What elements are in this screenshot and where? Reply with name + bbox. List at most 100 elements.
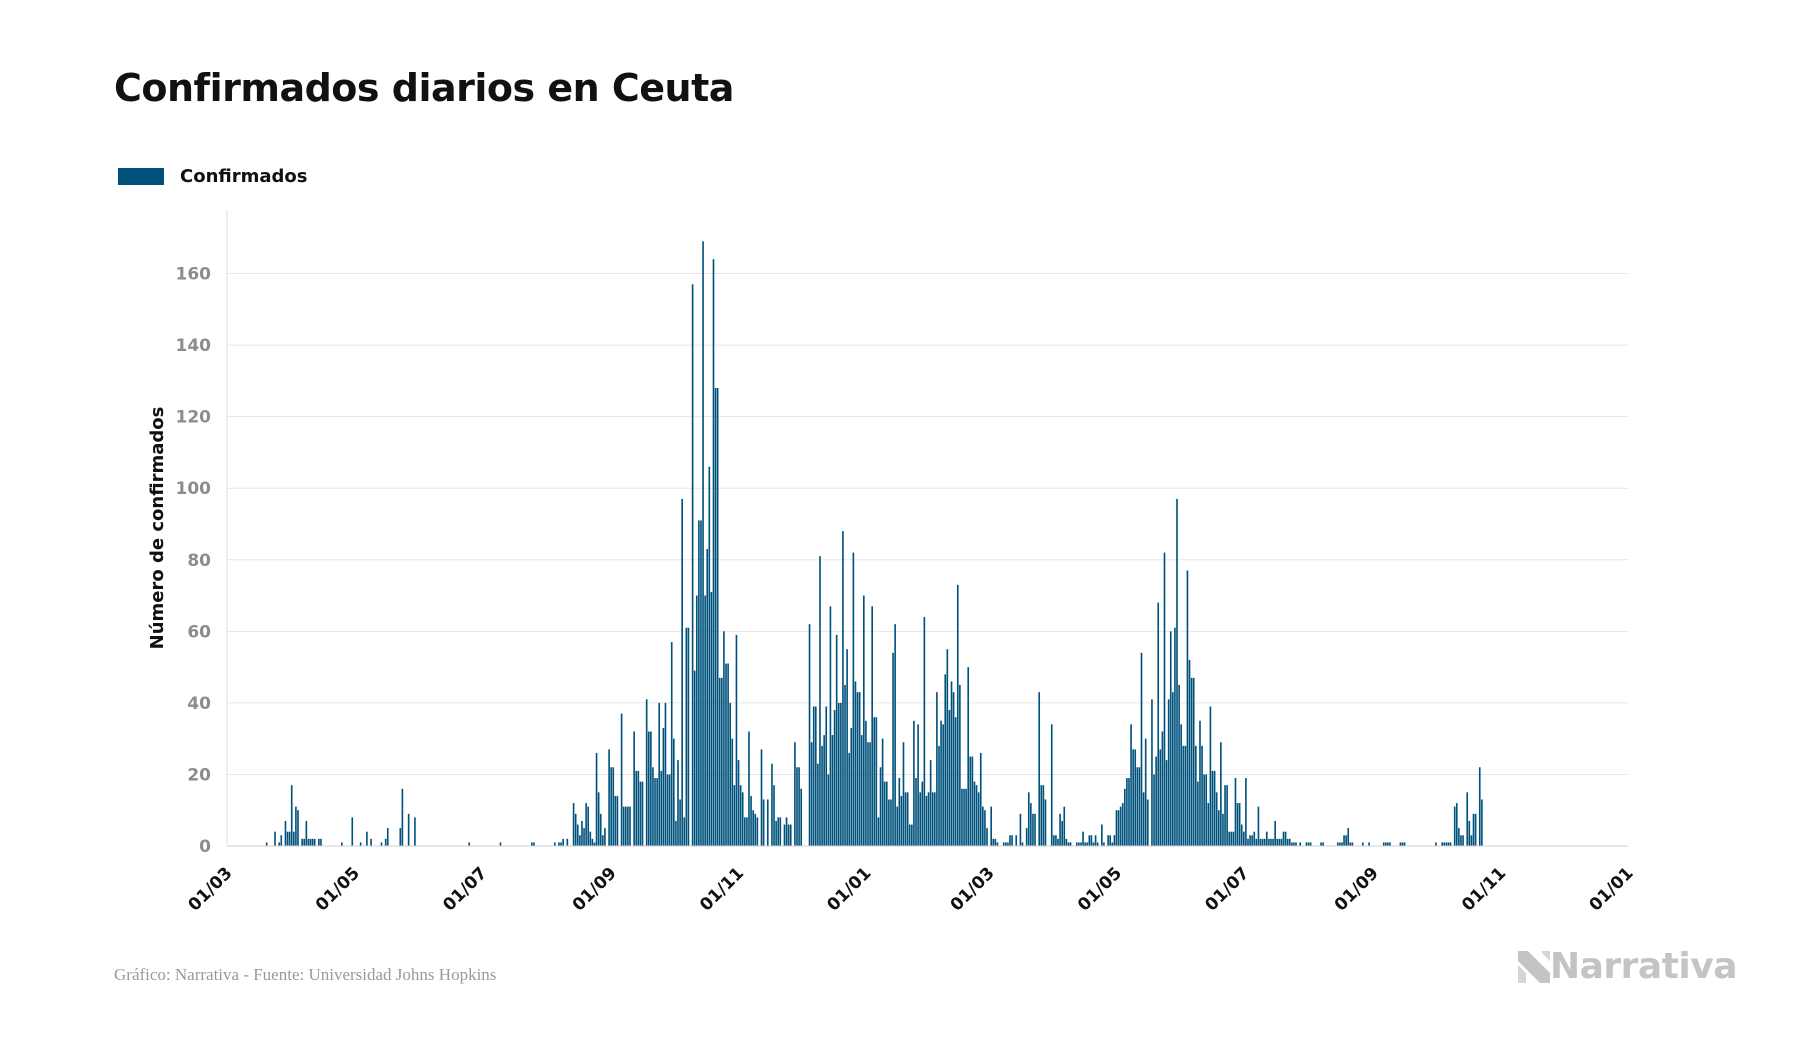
bar xyxy=(351,817,354,846)
bar xyxy=(401,788,404,846)
x-tick-label: 01/05 xyxy=(1074,863,1126,915)
bar xyxy=(819,556,821,846)
bar xyxy=(1220,742,1222,846)
bar xyxy=(533,842,535,846)
bar xyxy=(1094,835,1097,846)
bar xyxy=(1270,838,1272,846)
bar xyxy=(295,806,297,846)
bar xyxy=(773,785,775,846)
bar xyxy=(1197,781,1199,846)
bar xyxy=(274,831,276,846)
bar xyxy=(553,842,556,846)
y-tick-label: 80 xyxy=(187,551,211,571)
bar xyxy=(982,806,984,846)
legend: Confirmados xyxy=(118,166,307,187)
bar xyxy=(1213,770,1216,846)
bar xyxy=(956,584,959,846)
bar xyxy=(1161,731,1164,846)
x-tick-label: 01/03 xyxy=(947,863,999,915)
bar xyxy=(1040,785,1043,846)
bar xyxy=(833,710,836,846)
bar xyxy=(1080,842,1082,846)
bar xyxy=(1155,756,1157,846)
bar xyxy=(718,677,721,846)
bar xyxy=(608,749,610,846)
legend-label: Confirmados xyxy=(180,166,308,187)
bar xyxy=(789,824,792,846)
bar xyxy=(1307,842,1310,846)
bar xyxy=(812,706,815,846)
bar xyxy=(827,774,830,846)
bar xyxy=(1117,810,1120,846)
bar xyxy=(961,788,963,846)
bar xyxy=(311,838,314,846)
bar xyxy=(1347,828,1350,846)
footer-credit: Gráfico: Narrativa - Fuente: Universidad… xyxy=(114,965,497,984)
bar xyxy=(679,799,681,846)
bar xyxy=(748,731,750,846)
bar xyxy=(746,817,748,846)
bar xyxy=(902,742,905,846)
bar xyxy=(1186,570,1189,846)
bar xyxy=(589,831,592,846)
bar xyxy=(831,735,834,846)
bar xyxy=(863,595,865,846)
bar xyxy=(967,667,970,846)
bar xyxy=(1299,842,1302,846)
bar xyxy=(1126,778,1128,846)
bar xyxy=(1111,842,1114,846)
bar xyxy=(1238,803,1241,846)
bar xyxy=(852,552,855,846)
bar xyxy=(954,717,957,846)
bar xyxy=(614,795,617,846)
bar xyxy=(407,813,410,846)
bar xyxy=(844,684,846,846)
bar xyxy=(1153,774,1155,846)
bar xyxy=(318,838,320,846)
bar xyxy=(1038,692,1041,846)
bar xyxy=(846,649,848,846)
bar xyxy=(1460,835,1462,846)
bar xyxy=(1025,828,1028,846)
bar xyxy=(359,842,362,846)
bar xyxy=(693,670,696,846)
bar xyxy=(1466,792,1469,846)
bar xyxy=(576,824,579,846)
bar xyxy=(1078,842,1080,846)
bar xyxy=(756,817,759,846)
bar xyxy=(823,735,825,846)
bar xyxy=(946,649,949,846)
x-tick-label: 01/07 xyxy=(1201,863,1253,915)
bar xyxy=(1224,785,1226,846)
bar xyxy=(984,810,986,846)
bar xyxy=(1034,813,1036,846)
bar xyxy=(898,778,901,846)
bar xyxy=(1453,806,1456,846)
bar xyxy=(952,692,955,846)
bar xyxy=(1159,749,1162,846)
bar xyxy=(727,663,729,846)
x-tick-label: 01/03 xyxy=(185,863,237,915)
bar xyxy=(641,781,644,846)
bar xyxy=(635,770,638,846)
bar xyxy=(1134,749,1137,846)
y-tick-label: 140 xyxy=(176,336,212,356)
bar xyxy=(1441,842,1443,846)
bar xyxy=(288,831,291,846)
bar xyxy=(919,792,922,846)
bar xyxy=(948,710,951,846)
bar xyxy=(1140,652,1143,846)
bar xyxy=(1403,842,1406,846)
bar xyxy=(1345,835,1347,846)
bar xyxy=(931,792,934,846)
bar xyxy=(1007,842,1009,846)
bar xyxy=(860,735,863,846)
bar xyxy=(384,838,387,846)
bar xyxy=(1263,838,1266,846)
bar xyxy=(1190,677,1193,846)
bar xyxy=(865,720,867,846)
bar xyxy=(936,692,938,846)
bar xyxy=(1251,835,1253,846)
y-tick-label: 160 xyxy=(176,265,212,285)
bar xyxy=(1027,792,1030,846)
